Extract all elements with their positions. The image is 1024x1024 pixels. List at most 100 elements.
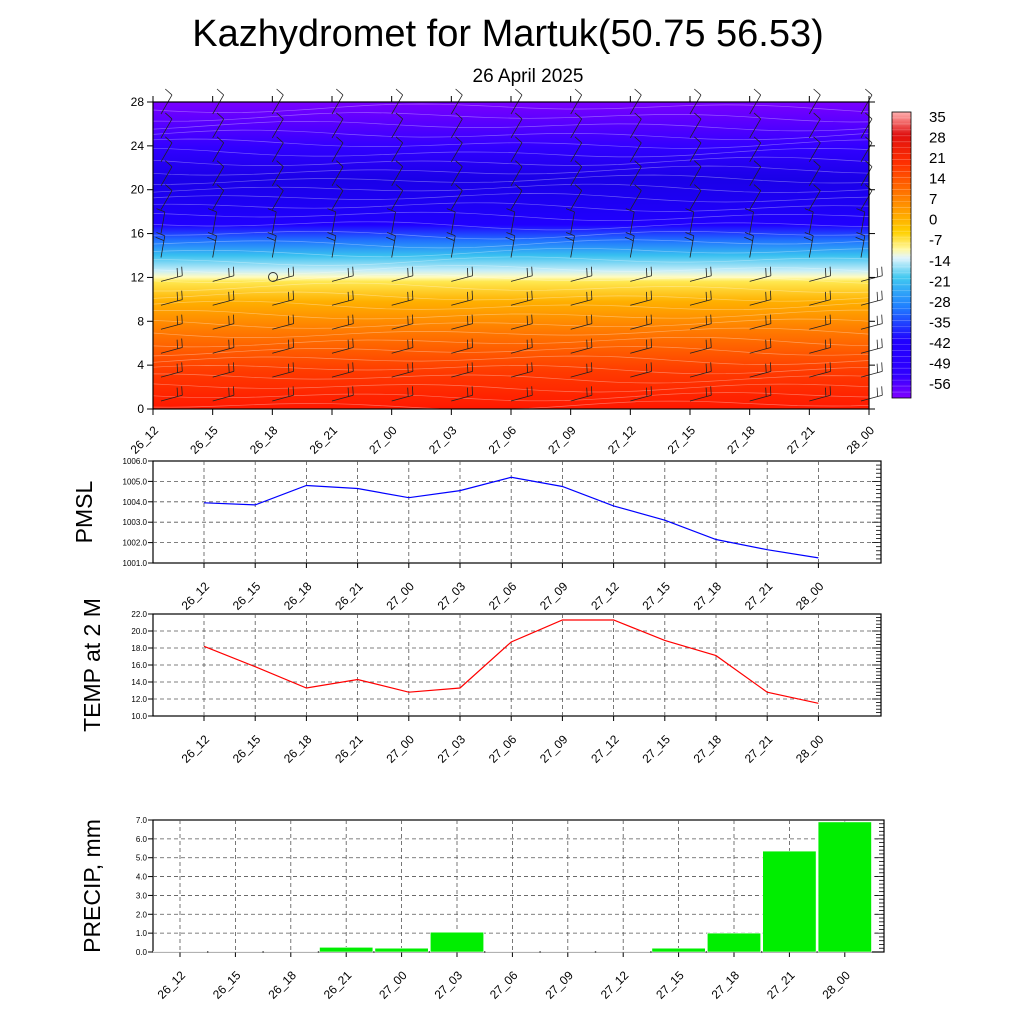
wind-barb xyxy=(510,386,533,402)
pmsl-y-tick-label: 1004.0 xyxy=(123,498,148,507)
isotherm-contour xyxy=(152,336,870,348)
wind-barb xyxy=(391,266,414,282)
wind-barb xyxy=(272,362,294,378)
x-tick-label: 27_03 xyxy=(426,423,460,457)
wind-barb xyxy=(510,338,533,354)
wind-barb xyxy=(749,338,772,354)
precip-y-tick-label: 2.0 xyxy=(136,910,148,919)
wind-barb xyxy=(630,290,652,306)
wind-barb xyxy=(450,184,463,210)
colorbar-label: -56 xyxy=(929,376,951,393)
temp-x-tick-label: 27_00 xyxy=(383,732,417,766)
isotherm-contour xyxy=(152,346,870,357)
temp-x-tick-label: 26_21 xyxy=(332,732,366,766)
pmsl-x-tick-label: 27_09 xyxy=(537,579,571,613)
wind-barb xyxy=(749,112,762,139)
colorbar-label: -21 xyxy=(929,273,951,290)
wind-barb xyxy=(570,160,583,186)
precip-y-tick-label: 5.0 xyxy=(136,854,148,863)
temp-series-line xyxy=(203,619,819,704)
wind-barb xyxy=(331,136,344,163)
pmsl-y-tick-label: 1002.0 xyxy=(123,539,148,548)
wind-barb xyxy=(272,314,294,330)
temp-y-tick-label: 16.0 xyxy=(131,661,147,670)
isotherm-contour xyxy=(152,383,870,393)
isotherm-contour xyxy=(153,282,870,293)
precip-x-tick-label: 26_18 xyxy=(265,968,299,1002)
wind-barb xyxy=(212,314,235,330)
wind-barb xyxy=(160,160,173,186)
wind-barb xyxy=(450,160,463,186)
temp-x-tick-label: 27_06 xyxy=(486,732,520,766)
y-tick-label: 20 xyxy=(131,183,145,197)
isotherm-contour xyxy=(152,103,870,113)
wind-barb xyxy=(803,232,814,258)
cross-section-y-axis: 0 4 8 12 16 20 24 28 xyxy=(131,95,875,416)
precip-bar xyxy=(485,951,540,953)
pmsl-y-tick-label: 1003.0 xyxy=(123,518,148,527)
wind-barb xyxy=(212,160,225,186)
x-tick-label: 27_15 xyxy=(665,423,699,457)
pmsl-x-tick-label: 27_03 xyxy=(435,579,469,613)
wind-barb xyxy=(629,184,642,210)
precip-x-tick-label: 27_12 xyxy=(598,968,632,1002)
wind-barb xyxy=(565,232,575,258)
x-tick-label: 27_12 xyxy=(605,423,639,457)
wind-barb xyxy=(570,290,593,306)
wind-barb xyxy=(212,386,235,402)
wind-barb xyxy=(860,266,883,282)
wind-barb xyxy=(331,338,354,354)
isotherm-contour xyxy=(152,373,870,384)
colorbar-label: 28 xyxy=(929,130,946,147)
temp-x-tick-label: 27_21 xyxy=(742,732,776,766)
isotherm-contour xyxy=(152,300,870,311)
colorbar-scale xyxy=(891,111,912,399)
wind-barb xyxy=(391,136,404,163)
wind-barb xyxy=(749,136,762,163)
wind-barb xyxy=(630,362,652,378)
wind-barb xyxy=(391,290,414,306)
wind-barb xyxy=(689,386,712,402)
x-tick-label: 26_21 xyxy=(307,423,341,457)
precip-panel: PRECIP, mm 7.0 6.0 5.0 4.0 3.0 2.0 1.0 0.0 26_12… xyxy=(79,816,885,1002)
wind-barb xyxy=(451,338,473,354)
wind-barb xyxy=(630,266,652,282)
temp-y-tick-label: 14.0 xyxy=(131,678,147,687)
isotherm-contour xyxy=(152,365,870,375)
wind-barb xyxy=(331,88,344,115)
wind-barb xyxy=(386,232,396,258)
x-tick-label: 28_00 xyxy=(844,423,878,457)
wind-barb xyxy=(689,184,702,210)
pmsl-x-tick-label: 26_12 xyxy=(179,579,213,613)
precip-bar xyxy=(319,946,374,953)
wind-barb xyxy=(860,338,883,354)
wind-barb xyxy=(331,184,344,210)
pmsl-panel: PMSL 1006.0 1005.0 1004.0 1003.0 1002.0 1001.… xyxy=(71,457,882,613)
wind-barb xyxy=(160,338,183,354)
precip-x-tick-label: 27_09 xyxy=(542,968,576,1002)
wind-barb xyxy=(510,290,533,306)
precip-bar xyxy=(651,947,706,953)
temp-y-tick-label: 18.0 xyxy=(131,644,147,653)
wind-barb xyxy=(271,136,284,163)
wind-barb xyxy=(450,112,463,139)
precip-y-tick-label: 6.0 xyxy=(136,835,148,844)
wind-barb xyxy=(685,208,695,234)
wind-barb xyxy=(331,160,344,186)
colorbar-label: -14 xyxy=(929,253,951,270)
wind-barb xyxy=(749,160,762,186)
temp-panel: TEMP at 2 M 22.0 20.0 18.0 16.0 14.0 12.0 10.0… xyxy=(79,598,882,766)
wind-barb xyxy=(212,88,225,115)
wind-barb xyxy=(570,362,593,378)
wind-barb xyxy=(160,266,183,282)
isotherm-contour xyxy=(152,165,870,176)
wind-barb xyxy=(565,208,575,234)
wind-barb xyxy=(212,338,235,354)
wind-barb xyxy=(212,362,235,378)
wind-barb xyxy=(510,136,523,163)
colorbar-label: 35 xyxy=(929,109,946,126)
x-tick-label: 26_15 xyxy=(187,423,221,457)
isotherm-contour xyxy=(152,265,870,275)
wind-barb xyxy=(510,314,533,330)
wind-barb xyxy=(809,338,831,354)
